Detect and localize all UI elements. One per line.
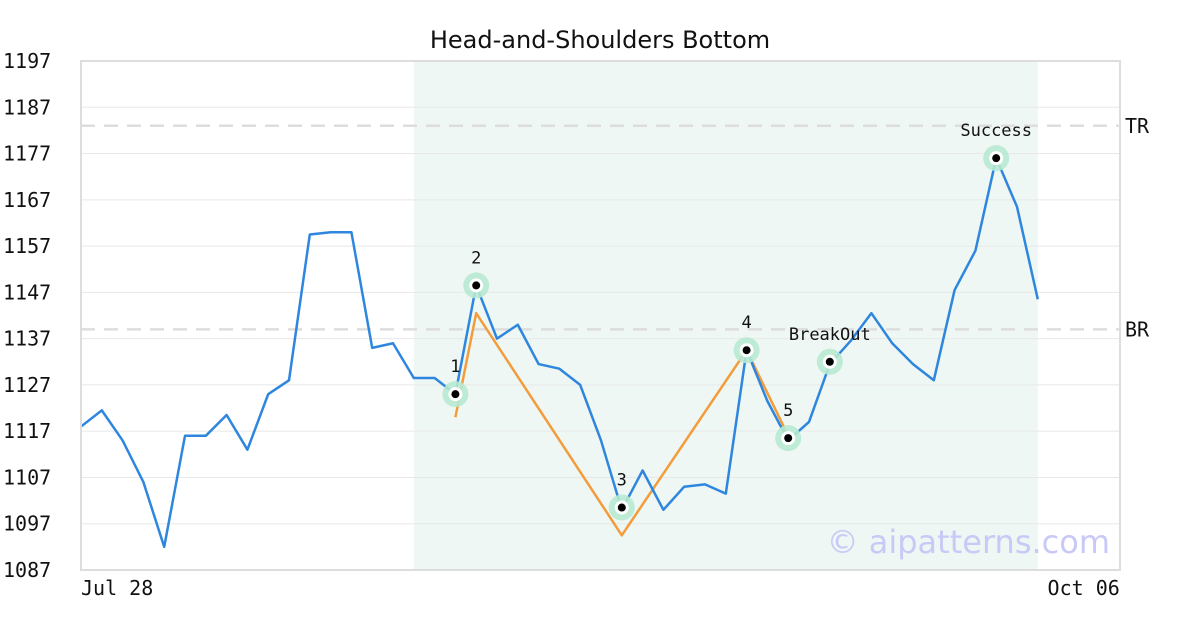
annotation-label: 1 bbox=[450, 357, 460, 377]
annotation-label: 2 bbox=[471, 248, 481, 268]
marker-point bbox=[451, 390, 460, 399]
annotation-label: Success bbox=[960, 121, 1032, 141]
level-lines: TR BR bbox=[81, 114, 1150, 341]
level-label: TR bbox=[1125, 114, 1150, 138]
series-lines bbox=[80, 156, 1040, 549]
y-tick-label: 1187 bbox=[3, 95, 51, 119]
y-tick-label: 1107 bbox=[3, 465, 51, 489]
marker-point bbox=[992, 154, 1001, 163]
marker-point bbox=[825, 357, 834, 366]
pattern-line bbox=[454, 311, 790, 537]
y-tick-label: 1087 bbox=[3, 558, 51, 582]
y-tick-label: 1147 bbox=[3, 280, 51, 304]
x-tick-label: Jul 28 bbox=[81, 576, 153, 600]
y-tick-label: 1197 bbox=[3, 49, 51, 73]
annotation-label: BreakOut bbox=[789, 325, 871, 345]
marker-point bbox=[472, 281, 481, 290]
annotation-label: 3 bbox=[617, 471, 627, 491]
x-axis-ticks: Jul 28 Oct 06 bbox=[81, 576, 1120, 600]
price-line bbox=[80, 156, 1040, 549]
y-tick-label: 1137 bbox=[3, 327, 51, 351]
marker-point bbox=[784, 434, 793, 443]
y-tick-label: 1157 bbox=[3, 234, 51, 258]
plot-frame bbox=[80, 60, 1121, 571]
pattern-markers: 1 2 3 4 5 BreakOut Success bbox=[442, 121, 1032, 521]
y-axis-ticks: 1087 1097 1107 1117 1127 1137 1147 1157 1167 1177… bbox=[3, 49, 51, 582]
marker-point bbox=[742, 346, 751, 355]
y-tick-label: 1117 bbox=[3, 419, 51, 443]
y-tick-label: 1167 bbox=[3, 188, 51, 212]
level-label: BR bbox=[1125, 317, 1150, 341]
y-tick-label: 1097 bbox=[3, 512, 51, 536]
y-tick-label: 1177 bbox=[3, 142, 51, 166]
x-tick-label: Oct 06 bbox=[1048, 576, 1120, 600]
y-tick-label: 1127 bbox=[3, 373, 51, 397]
watermark: © aipatterns.com bbox=[827, 523, 1110, 561]
annotation-label: 4 bbox=[741, 313, 751, 333]
marker-point bbox=[617, 503, 626, 512]
annotation-label: 5 bbox=[783, 401, 793, 421]
chart-title: Head-and-Shoulders Bottom bbox=[430, 26, 770, 54]
